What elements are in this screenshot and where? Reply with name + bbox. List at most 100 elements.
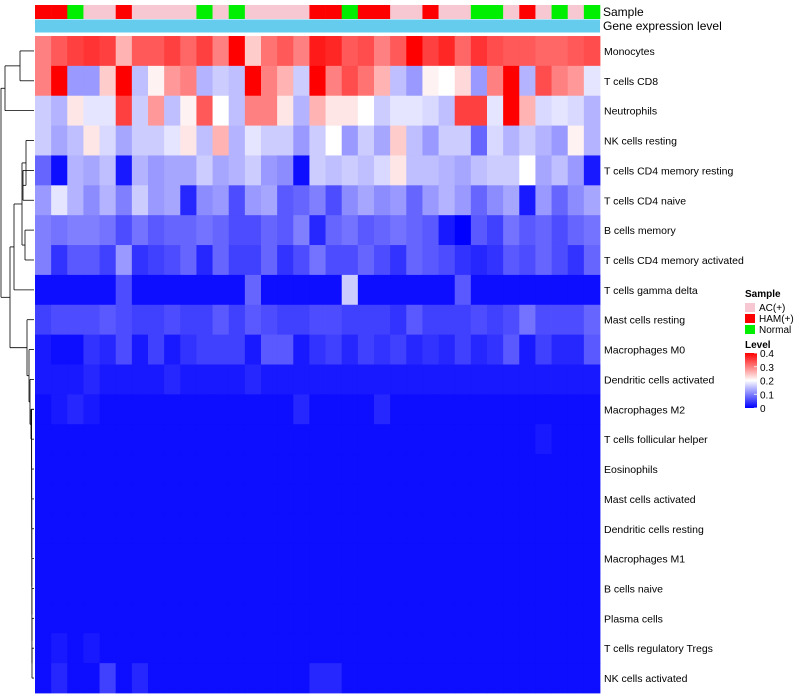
heatmap-cell bbox=[567, 543, 585, 574]
heatmap-cell bbox=[551, 155, 569, 186]
heatmap-cell bbox=[357, 185, 375, 216]
heatmap-cell bbox=[180, 663, 197, 694]
heatmap-cell bbox=[567, 36, 585, 67]
heatmap-cell bbox=[148, 573, 165, 604]
heatmap-cell bbox=[470, 155, 488, 186]
heatmap-cell bbox=[390, 155, 407, 186]
heatmap-cell bbox=[99, 364, 117, 395]
heatmap-cell bbox=[261, 65, 278, 97]
heatmap-cell bbox=[67, 633, 84, 664]
heatmap-cell bbox=[551, 633, 569, 664]
heatmap-cell bbox=[309, 185, 326, 216]
heatmap-cell bbox=[67, 334, 84, 365]
heatmap-cell bbox=[535, 424, 552, 455]
heatmap-cell bbox=[406, 95, 423, 126]
heatmap-cell bbox=[131, 155, 149, 186]
heatmap-cell bbox=[374, 36, 391, 67]
heatmap-cell bbox=[131, 603, 149, 634]
heatmap-cell bbox=[164, 95, 181, 126]
legend-tick-label: 0.3 bbox=[760, 363, 774, 374]
heatmap-cell bbox=[357, 36, 375, 67]
heatmap-cell bbox=[470, 483, 488, 515]
sample-annotation-cell bbox=[83, 5, 100, 19]
heatmap-cell bbox=[83, 573, 100, 604]
heatmap-cell bbox=[196, 185, 213, 216]
heatmap-cell bbox=[357, 304, 375, 336]
heatmap-cell bbox=[374, 185, 391, 216]
heatmap-cell bbox=[148, 543, 165, 574]
heatmap-cell bbox=[244, 65, 262, 97]
heatmap-cell bbox=[438, 663, 456, 694]
row-dendrogram bbox=[0, 50, 34, 679]
heatmap-cell bbox=[35, 603, 52, 634]
heatmap-cell bbox=[487, 155, 504, 186]
heatmap-cell bbox=[535, 334, 552, 365]
heatmap-cell bbox=[244, 334, 262, 365]
heatmap-cell bbox=[196, 245, 213, 276]
heatmap-cell bbox=[487, 95, 504, 126]
heatmap-cell bbox=[470, 185, 488, 216]
heatmap-cell bbox=[83, 603, 100, 634]
heatmap-cell bbox=[487, 394, 504, 425]
heatmap-cell bbox=[228, 185, 246, 216]
sample-annotation-cell bbox=[228, 5, 246, 19]
heatmap-cell bbox=[519, 483, 536, 515]
heatmap-cell bbox=[164, 364, 181, 395]
heatmap-cell bbox=[261, 394, 278, 425]
heatmap-cell bbox=[535, 215, 552, 246]
heatmap-cell bbox=[131, 364, 149, 395]
heatmap-cell bbox=[115, 36, 133, 67]
heatmap-cell bbox=[261, 633, 278, 664]
heatmap-cell bbox=[406, 454, 423, 485]
gene-expression-annotation-bar bbox=[35, 19, 600, 33]
heatmap-cell bbox=[180, 483, 197, 515]
row-label: T cells gamma delta bbox=[604, 285, 698, 297]
heatmap-cell bbox=[551, 185, 569, 216]
heatmap-cell bbox=[309, 513, 326, 545]
heatmap-cell bbox=[309, 334, 326, 365]
heatmap-cell bbox=[228, 215, 246, 246]
heatmap-cell bbox=[277, 155, 294, 186]
heatmap-cell bbox=[67, 513, 84, 545]
heatmap-cell bbox=[180, 543, 197, 574]
heatmap-cell bbox=[293, 633, 310, 664]
heatmap-cell bbox=[293, 215, 310, 246]
heatmap-cell bbox=[519, 543, 536, 574]
heatmap-cell bbox=[99, 513, 117, 545]
heatmap-cell bbox=[261, 603, 278, 634]
heatmap-cell bbox=[519, 36, 536, 67]
heatmap-cell bbox=[261, 215, 278, 246]
heatmap-cell bbox=[228, 304, 246, 336]
legend-sample-title: Sample bbox=[745, 289, 781, 300]
heatmap-cell bbox=[357, 573, 375, 604]
heatmap-cell bbox=[131, 663, 149, 694]
heatmap-cell bbox=[67, 185, 84, 216]
heatmap-cell bbox=[115, 394, 133, 425]
heatmap-cell bbox=[180, 603, 197, 634]
heatmap-cells bbox=[35, 36, 601, 694]
heatmap-cell bbox=[244, 573, 262, 604]
heatmap-cell bbox=[212, 394, 230, 425]
heatmap-cell bbox=[374, 603, 391, 634]
heatmap-cell bbox=[422, 573, 439, 604]
heatmap-cell bbox=[406, 65, 423, 97]
heatmap-cell bbox=[422, 215, 439, 246]
heatmap-cell bbox=[390, 36, 407, 67]
row-label: T cells CD4 memory resting bbox=[604, 165, 733, 177]
heatmap-cell bbox=[293, 65, 310, 97]
heatmap-cell bbox=[503, 543, 520, 574]
heatmap-cell bbox=[164, 394, 181, 425]
heatmap-cell bbox=[164, 185, 181, 216]
heatmap-cell bbox=[131, 513, 149, 545]
heatmap-cell bbox=[67, 274, 84, 306]
heatmap-cell bbox=[212, 603, 230, 634]
heatmap-cell bbox=[293, 483, 310, 515]
row-label: Macrophages M2 bbox=[604, 404, 685, 416]
heatmap-cell bbox=[277, 663, 294, 694]
heatmap-cell bbox=[535, 364, 552, 395]
heatmap-cell bbox=[99, 95, 117, 126]
heatmap-cell bbox=[309, 245, 326, 276]
heatmap-cell bbox=[261, 185, 278, 216]
heatmap-cell bbox=[99, 543, 117, 574]
heatmap-cell bbox=[551, 513, 569, 545]
